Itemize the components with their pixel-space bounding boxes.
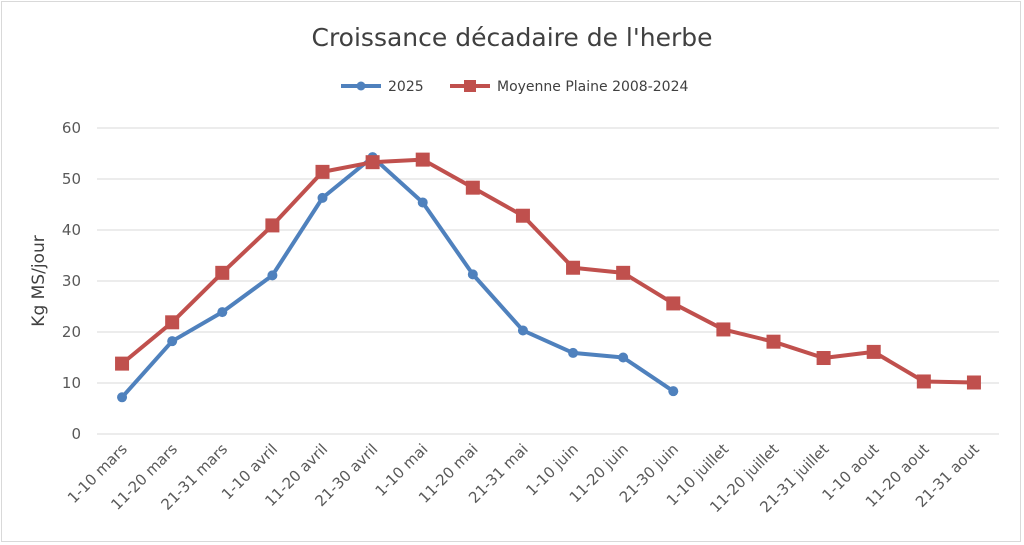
data-point: [265, 218, 280, 233]
data-point: [415, 152, 430, 167]
data-point: [417, 197, 428, 208]
data-point: [267, 270, 278, 281]
data-point: [816, 351, 831, 366]
y-tick-label: 0: [71, 425, 81, 443]
data-point: [315, 164, 330, 179]
data-point: [866, 344, 881, 359]
series-line: [120, 155, 675, 399]
series-line: [120, 157, 974, 385]
chart-title: Croissance décadaire de l'herbe: [312, 23, 713, 52]
data-point: [167, 336, 178, 347]
data-point: [165, 315, 180, 330]
data-point: [716, 322, 731, 337]
legend-2025-label: 2025: [388, 79, 424, 95]
y-tick-label: 10: [62, 374, 81, 392]
legend: 2025 Moyenne Plaine 2008-2024: [341, 79, 688, 95]
y-axis-label: Kg MS/jour: [29, 235, 49, 326]
data-point: [467, 269, 478, 280]
data-point: [616, 265, 631, 280]
gridlines: [97, 127, 999, 435]
y-tick-label: 30: [62, 272, 81, 290]
series-2025: [117, 152, 679, 403]
data-point: [916, 374, 931, 389]
data-point: [766, 334, 781, 349]
legend-moyenne-marker: [464, 80, 476, 92]
data-point: [465, 180, 480, 195]
legend-moyenne-label: Moyenne Plaine 2008-2024: [497, 79, 688, 95]
data-point: [568, 347, 579, 358]
y-tick-label: 60: [62, 119, 81, 137]
data-point: [517, 325, 528, 336]
data-point: [365, 155, 380, 170]
data-point: [215, 265, 230, 280]
data-point: [115, 356, 130, 371]
data-point: [668, 386, 679, 397]
y-tick-labels: 0 10 20 30 40 50 60: [62, 119, 81, 443]
series-layer: [115, 152, 981, 403]
y-tick-label: 20: [62, 323, 81, 341]
data-point: [515, 208, 530, 223]
data-point: [618, 352, 629, 363]
data-point: [566, 260, 581, 275]
y-tick-label: 50: [62, 170, 81, 188]
data-point: [117, 392, 128, 403]
y-tick-label: 40: [62, 221, 81, 239]
series-moyenne: [115, 152, 981, 390]
data-point: [317, 192, 328, 203]
data-point: [217, 307, 228, 318]
data-point: [666, 296, 681, 311]
data-point: [966, 375, 981, 390]
legend-2025-marker: [356, 81, 366, 91]
